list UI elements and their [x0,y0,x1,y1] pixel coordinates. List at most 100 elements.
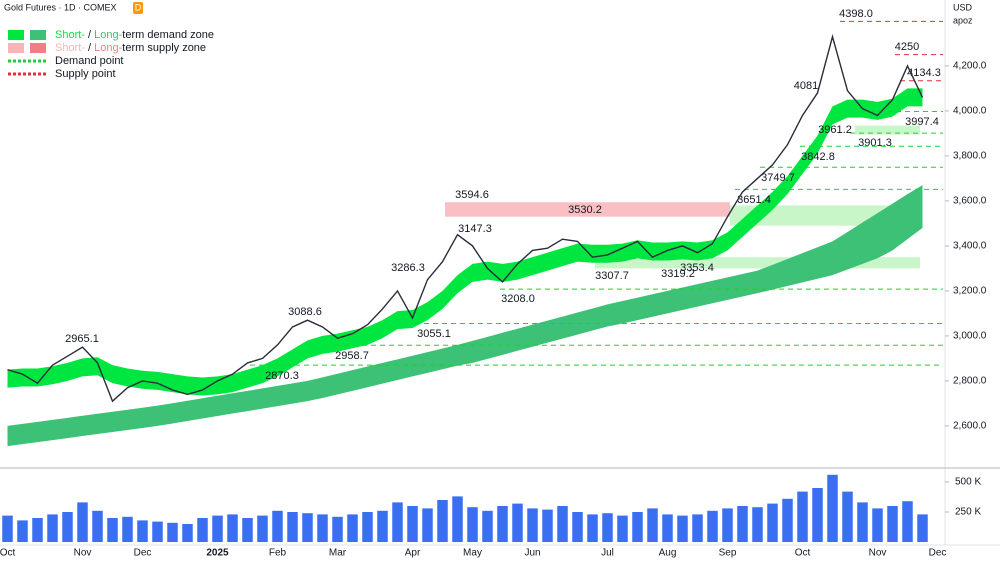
legend-part: Long- [94,42,122,54]
volume-bar [32,518,43,542]
level-label: 3307.7 [595,270,629,282]
legend-swatch [30,43,46,53]
legend-part: Short- [55,42,85,54]
level-label: 3997.4 [905,116,939,128]
volume-bar [242,518,253,542]
level-label: 3901.3 [858,137,892,149]
long-term-demand-zone [7,185,923,447]
x-tick-label: Dec [929,548,947,559]
volume-bar [212,515,223,542]
scale-mode[interactable]: apoz [953,15,973,25]
volume-bar [722,508,733,542]
volume-bar [287,512,298,542]
volume-bar [677,515,688,542]
legend-entry: Demand point [55,55,124,67]
volume-bar [437,500,448,542]
level-label: 3842.8 [801,151,835,163]
legend-swatch [8,30,24,40]
y-tick-label: 3,800.0 [953,151,987,162]
level-label: 3961.2 [818,124,852,136]
legend-entry: Supply point [55,68,116,80]
level-label: 2958.7 [335,350,369,362]
level-label: 3055.1 [417,328,451,340]
level-label: 4250 [895,41,919,53]
volume-bar [557,506,568,542]
volume-bar [227,514,238,542]
legend-part: term demand zone [122,29,214,41]
volume-bar [707,510,718,542]
volume-bar [812,488,823,542]
volume-bar [632,512,643,542]
volume-bar [77,502,88,542]
volume-bar [467,507,478,542]
level-label: 4398.0 [839,8,873,20]
x-tick-label: Jul [601,548,614,559]
volume-bar [767,503,778,542]
legend-part: term supply zone [122,42,206,54]
legend-swatch [30,30,46,40]
volume-bar [362,512,373,542]
volume-bar [107,518,118,542]
demand-zone [595,257,920,269]
x-tick-label: Aug [659,548,677,559]
x-tick-label: Sep [719,548,737,559]
x-tick-label: Oct [795,548,811,559]
volume-bar [347,514,358,542]
legend-swatch [8,43,24,53]
volume-bar [482,510,493,542]
badge-bg [133,2,143,14]
volume-bar [872,508,883,542]
volume-bar [272,510,283,542]
level-label: 2870.3 [265,370,299,382]
volume-bar [17,520,28,542]
volume-bar [452,496,463,542]
y-tick-label: 3,000.0 [953,331,987,342]
x-tick-label: Mar [329,548,347,559]
legend-entry: Short- / Long-term demand zone [55,29,214,41]
x-tick-label: Dec [134,548,152,559]
x-tick-label: May [463,548,482,559]
y-tick-label: 2,600.0 [953,421,987,432]
level-label: 3353.4 [680,262,714,274]
x-tick-label: Feb [269,548,287,559]
volume-bar [782,498,793,542]
legend-part: Long- [94,29,122,41]
level-label: 3319.2 [661,268,695,280]
level-label: 3651.4 [737,194,771,206]
volume-bar [887,506,898,542]
volume-bar [167,522,178,542]
y-tick-label: 2,800.0 [953,376,987,387]
volume-bar [332,516,343,542]
y-tick-label: 500 K [955,477,981,488]
volume-bar [617,515,628,542]
level-label: 3208.0 [501,293,535,305]
volume-bar [857,502,868,542]
volume-bar [662,514,673,542]
volume-bar [572,512,583,542]
supply-zone [445,202,730,217]
level-label: 2965.1 [65,333,99,345]
badge: D [135,2,142,12]
x-tick-label: Oct [0,548,15,559]
x-tick-label: 2025 [206,548,229,559]
volume-bar [917,514,928,542]
y-tick-label: 3,200.0 [953,286,987,297]
x-tick-label: Nov [74,548,92,559]
level-label: 3530.2 [568,204,602,216]
volume-bar [752,507,763,542]
level-label: 3286.3 [391,262,425,274]
y-tick-label: 250 K [955,507,981,518]
volume-bar [512,503,523,542]
volume-bar [152,521,163,542]
x-tick-label: Nov [869,548,887,559]
x-tick-label: Apr [405,548,421,559]
level-label: 3594.6 [455,189,489,201]
volume-bar [317,514,328,542]
volume-bar [587,514,598,542]
volume-bar [842,491,853,542]
volume-bar [737,506,748,542]
volume-bar [902,501,913,542]
y-tick-label: 4,200.0 [953,61,987,72]
volume-bar [392,502,403,542]
